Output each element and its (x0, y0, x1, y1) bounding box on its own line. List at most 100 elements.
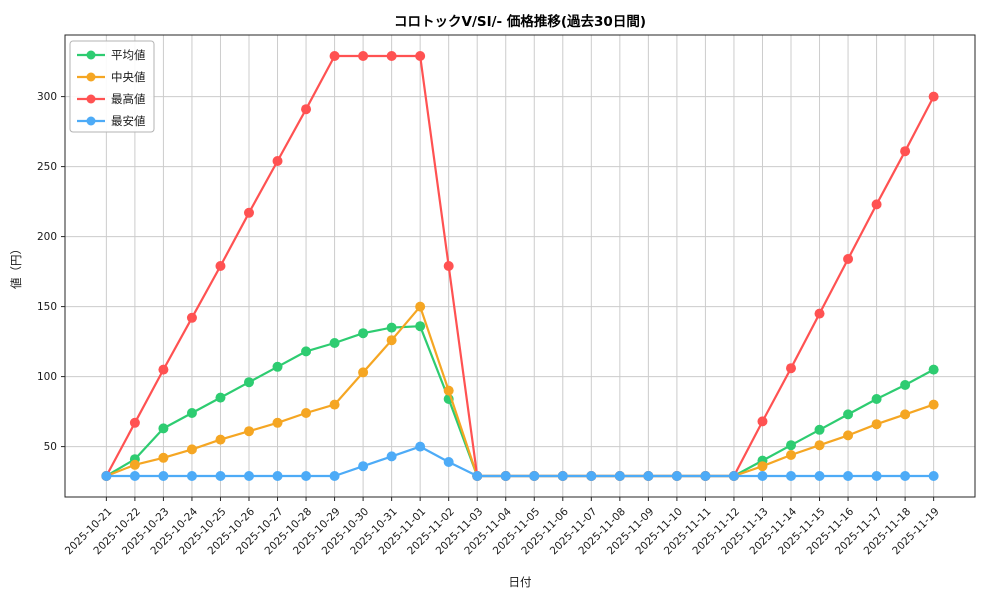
data-point-最高値 (415, 51, 426, 61)
y-tick-label: 200 (37, 231, 57, 243)
y-tick-label: 250 (37, 161, 57, 173)
plot-border (64, 34, 976, 498)
data-point-最高値 (871, 199, 882, 210)
data-point-中央値 (243, 426, 254, 437)
data-point-中央値 (301, 408, 312, 418)
series-line-最高値 (105, 54, 935, 478)
series-line-最安値 (106, 445, 934, 478)
data-point-平均値 (243, 377, 254, 388)
legend-box (69, 40, 155, 133)
data-point-最高値 (900, 146, 911, 157)
data-point-最安値 (215, 471, 226, 481)
data-point-最高値 (186, 312, 197, 323)
data-point-最高値 (843, 254, 854, 264)
legend-marker-dot (86, 116, 96, 126)
data-point-最安値 (586, 471, 597, 481)
data-point-平均値 (186, 408, 197, 418)
data-point-最安値 (557, 471, 568, 481)
data-point-最安値 (415, 441, 426, 452)
data-point-最安値 (900, 471, 911, 481)
data-point-最高値 (358, 51, 369, 61)
legend-marker-dot (86, 72, 96, 82)
data-point-最安値 (329, 471, 340, 481)
data-point-中央値 (843, 430, 854, 441)
data-point-最高値 (386, 51, 397, 61)
data-point-平均値 (928, 364, 939, 375)
data-point-最安値 (186, 471, 197, 481)
legend-marker-dot (86, 94, 96, 104)
data-point-中央値 (272, 417, 283, 428)
data-point-最高値 (928, 91, 939, 102)
data-point-中央値 (786, 450, 797, 460)
series-line-平均値 (105, 325, 935, 478)
data-point-最高値 (243, 207, 254, 218)
data-point-最高値 (757, 416, 768, 427)
data-point-中央値 (329, 399, 340, 410)
data-point-最安値 (386, 451, 397, 462)
data-point-最高値 (786, 363, 797, 374)
data-point-最安値 (443, 457, 454, 467)
data-point-最安値 (301, 471, 312, 481)
legend-label: 最高値 (111, 92, 146, 106)
data-point-中央値 (215, 434, 226, 445)
data-point-最安値 (700, 471, 711, 481)
data-point-最高値 (814, 308, 825, 319)
data-point-最安値 (243, 471, 254, 481)
data-point-中央値 (129, 459, 140, 470)
data-point-最安値 (358, 461, 369, 472)
data-point-最安値 (728, 471, 739, 481)
data-point-最安値 (928, 471, 939, 481)
data-point-中央値 (928, 399, 939, 410)
y-tick-label: 50 (44, 441, 57, 453)
chart-title: コロトックV/SI/- 価格推移(過去30日間) (394, 13, 646, 30)
data-point-中央値 (443, 385, 454, 396)
data-point-平均値 (786, 440, 797, 451)
data-point-平均値 (272, 361, 283, 372)
legend-label: 最安値 (111, 114, 146, 128)
data-point-最安値 (843, 471, 854, 481)
y-tick-label: 100 (37, 371, 57, 383)
data-point-平均値 (329, 338, 340, 348)
data-point-最安値 (814, 471, 825, 481)
data-point-最安値 (272, 471, 283, 481)
data-point-最安値 (101, 471, 112, 481)
data-point-平均値 (158, 423, 169, 434)
data-point-中央値 (757, 461, 768, 472)
data-point-最安値 (129, 471, 140, 481)
data-point-最高値 (443, 261, 454, 271)
data-point-最高値 (158, 364, 169, 375)
data-point-中央値 (871, 419, 882, 430)
data-point-平均値 (301, 346, 312, 357)
legend-label: 平均値 (111, 48, 146, 62)
data-point-平均値 (358, 328, 369, 339)
data-point-平均値 (386, 322, 397, 333)
data-point-最安値 (500, 471, 511, 481)
data-point-最高値 (329, 51, 340, 61)
x-axis-label: 日付 (509, 575, 532, 589)
data-point-最安値 (614, 471, 625, 481)
data-point-中央値 (900, 409, 911, 420)
data-point-最安値 (643, 471, 654, 481)
y-axis-label: 値（円） (9, 243, 23, 289)
data-point-最安値 (671, 471, 682, 481)
y-tick-label: 150 (37, 301, 57, 313)
data-point-最安値 (529, 471, 540, 481)
legend-marker-dot (86, 50, 96, 60)
data-point-中央値 (158, 452, 169, 463)
y-tick-label: 300 (37, 91, 57, 103)
data-point-最安値 (158, 471, 169, 481)
data-point-最安値 (757, 471, 768, 481)
legend-label: 中央値 (111, 70, 146, 84)
data-point-中央値 (415, 301, 426, 312)
data-point-中央値 (358, 367, 369, 378)
data-point-中央値 (386, 335, 397, 346)
data-point-平均値 (215, 392, 226, 403)
data-point-最高値 (272, 156, 283, 166)
data-point-最安値 (786, 471, 797, 481)
data-point-平均値 (814, 424, 825, 435)
data-point-最安値 (472, 471, 483, 481)
data-point-中央値 (186, 444, 197, 455)
data-point-最高値 (215, 261, 226, 271)
